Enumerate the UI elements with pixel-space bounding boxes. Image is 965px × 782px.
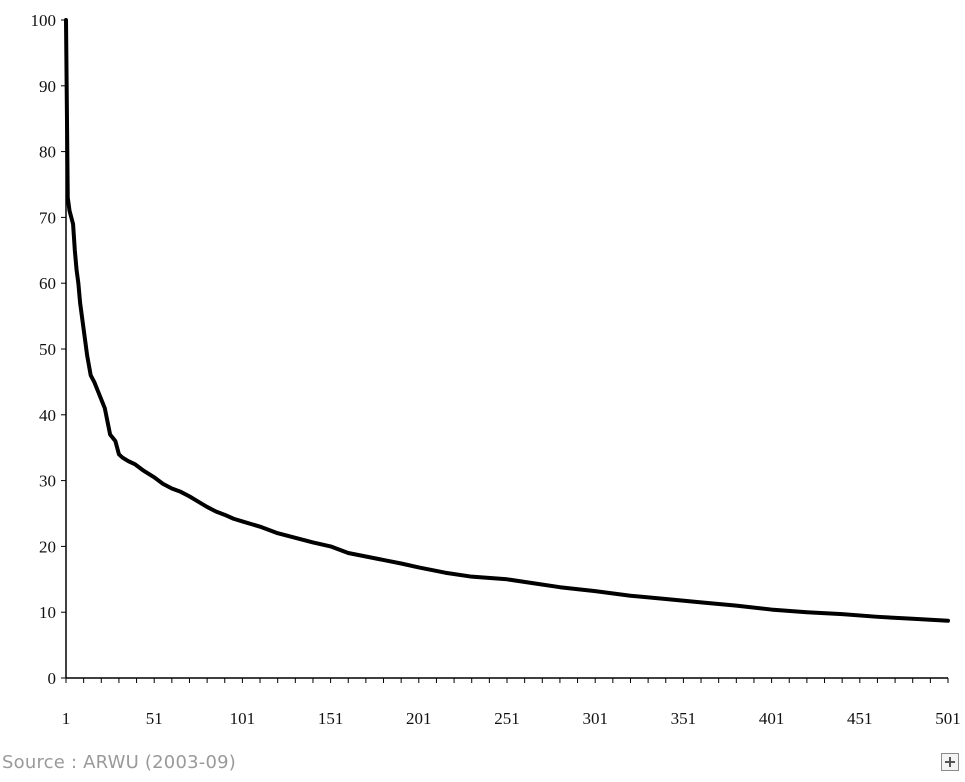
y-tick-label: 30	[39, 472, 56, 491]
y-tick-label: 100	[31, 11, 57, 30]
y-tick-label: 60	[39, 274, 56, 293]
y-tick-label: 80	[39, 143, 56, 162]
x-tick-label: 501	[935, 709, 961, 728]
x-tick-label: 251	[494, 709, 520, 728]
x-tick-label: 51	[146, 709, 163, 728]
x-axis-ticks: 1 51 101 151 201 251 301 351 401 451 501	[62, 709, 961, 728]
x-tick-label: 1	[62, 709, 71, 728]
y-tick-label: 90	[39, 77, 56, 96]
x-tick-label: 301	[582, 709, 608, 728]
y-axis-ticks: 0 10 20 30 40 50 60 70 80 90 100	[31, 11, 66, 688]
x-tick-label: 451	[847, 709, 873, 728]
expand-plus-icon[interactable]	[941, 753, 959, 771]
source-caption: Source : ARWU (2003-09)	[2, 752, 236, 773]
y-tick-label: 70	[39, 208, 56, 227]
x-tick-label: 101	[230, 709, 256, 728]
chart-axes	[65, 20, 949, 683]
y-tick-label: 20	[39, 537, 56, 556]
x-tick-label: 151	[318, 709, 344, 728]
x-tick-label: 351	[671, 709, 697, 728]
y-tick-label: 0	[48, 669, 57, 688]
y-tick-label: 50	[39, 340, 56, 359]
y-tick-label: 40	[39, 406, 56, 425]
y-tick-label: 10	[39, 603, 56, 622]
series-line-0	[64, 18, 950, 623]
x-tick-label: 401	[759, 709, 785, 728]
series-group	[64, 18, 950, 623]
x-tick-label: 201	[406, 709, 432, 728]
